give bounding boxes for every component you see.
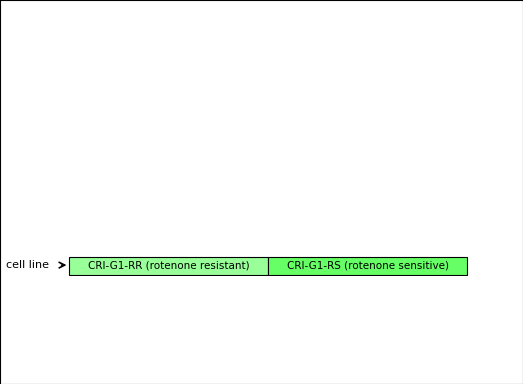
Text: GSM498426: GSM498426 [81, 247, 90, 301]
Text: CRI-G1-RR (rotenone resistant): CRI-G1-RR (rotenone resistant) [87, 260, 249, 270]
FancyBboxPatch shape [434, 246, 467, 279]
FancyBboxPatch shape [401, 246, 434, 279]
Bar [276, 230, 294, 245]
Text: GSM498448: GSM498448 [413, 247, 422, 301]
FancyBboxPatch shape [69, 257, 268, 275]
Bar [76, 116, 95, 245]
Bar [98, 301, 114, 308]
Text: count: count [122, 286, 152, 296]
FancyBboxPatch shape [235, 246, 267, 279]
Text: GSM498443: GSM498443 [247, 247, 256, 301]
FancyBboxPatch shape [368, 246, 400, 279]
Text: value, Detection Call = ABSENT: value, Detection Call = ABSENT [122, 313, 288, 323]
Text: GSM498447: GSM498447 [380, 247, 389, 301]
Bar [98, 328, 114, 336]
Text: GSM498427: GSM498427 [114, 247, 123, 301]
Bar [98, 287, 114, 295]
Text: cell line: cell line [6, 260, 50, 270]
Title: GDS4014 / 1382311_at: GDS4014 / 1382311_at [179, 28, 357, 45]
Text: GSM498428: GSM498428 [147, 247, 156, 301]
FancyBboxPatch shape [268, 257, 468, 275]
Bar [109, 112, 128, 245]
Text: GSM498441: GSM498441 [180, 247, 189, 301]
Text: GSM498445: GSM498445 [313, 247, 322, 301]
FancyBboxPatch shape [69, 246, 101, 279]
Bar [209, 146, 228, 245]
Text: GSM498449: GSM498449 [446, 247, 455, 301]
Bar [143, 78, 161, 245]
Bar [242, 134, 260, 245]
Bar [342, 232, 360, 245]
Text: GSM498442: GSM498442 [214, 247, 223, 301]
FancyBboxPatch shape [335, 246, 367, 279]
FancyBboxPatch shape [135, 246, 168, 279]
Bar [98, 314, 114, 322]
Text: GSM498446: GSM498446 [347, 247, 356, 301]
Bar [375, 226, 393, 245]
FancyBboxPatch shape [102, 246, 134, 279]
Bar [441, 229, 460, 245]
Text: GSM498444: GSM498444 [280, 247, 289, 301]
FancyBboxPatch shape [268, 246, 301, 279]
FancyBboxPatch shape [301, 246, 334, 279]
Text: CRI-G1-RS (rotenone sensitive): CRI-G1-RS (rotenone sensitive) [287, 260, 449, 270]
FancyBboxPatch shape [168, 246, 201, 279]
Bar [408, 225, 427, 245]
Bar [176, 106, 194, 245]
Text: percentile rank within the sample: percentile rank within the sample [122, 300, 298, 310]
FancyBboxPatch shape [201, 246, 234, 279]
Text: rank, Detection Call = ABSENT: rank, Detection Call = ABSENT [122, 327, 282, 337]
Bar [309, 223, 327, 245]
